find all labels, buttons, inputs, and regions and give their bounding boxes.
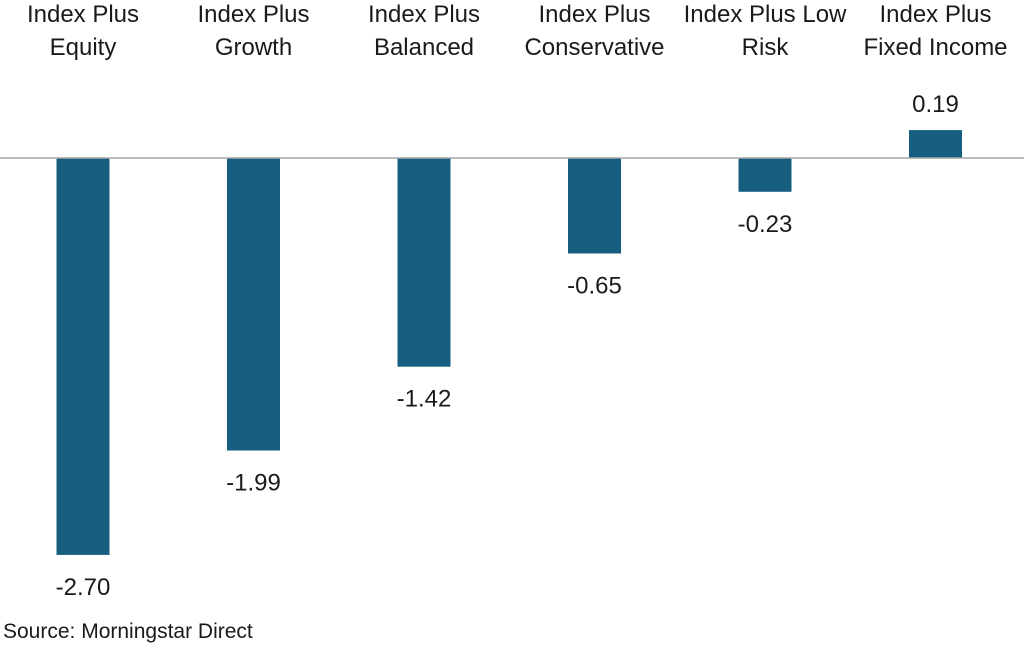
category-label: Index Plus Low [684,1,847,28]
category-label: Balanced [374,34,474,61]
bar [227,158,280,451]
value-labels: -2.70 -1.99 -1.42 -0.65 -0.23 0.19 [56,91,959,601]
bar [568,158,621,254]
category-label: Equity [50,34,117,61]
category-label: Index Plus [27,1,139,28]
data-label: -0.23 [738,211,793,238]
category-label: Index Plus [368,1,480,28]
data-label: -0.65 [567,273,622,300]
category-label: Growth [215,34,292,61]
data-label: -1.42 [397,386,452,413]
category-label: Index Plus [879,1,991,28]
bar [738,158,792,192]
category-label: Index Plus [197,1,309,28]
source-note: Source: Morningstar Direct [3,620,253,643]
data-label: -2.70 [56,574,111,601]
data-label: -1.99 [226,470,281,497]
category-label: Risk [742,34,790,61]
category-label: Conservative [524,34,664,61]
category-label: Fixed Income [863,34,1007,61]
data-label: 0.19 [912,91,959,118]
bar [909,130,962,158]
bar [397,158,451,367]
category-label: Index Plus [538,1,650,28]
bar [56,158,110,555]
bars-layer [56,130,962,555]
category-labels: Index Plus Equity Index Plus Growth Index Pl… [27,1,1008,61]
